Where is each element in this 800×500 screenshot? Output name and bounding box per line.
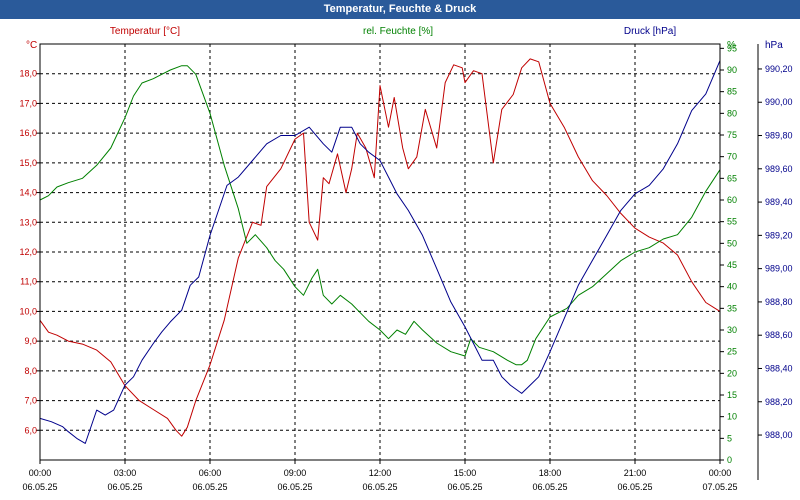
humidity-tick-label: 75 (727, 130, 737, 140)
humidity-tick-label: 5 (727, 433, 732, 443)
x-tick-time-label: 21:00 (624, 468, 647, 478)
x-tick-date-label: 06.05.25 (22, 482, 57, 492)
temp-tick-label: 13,0 (19, 217, 37, 227)
x-tick-time-label: 18:00 (539, 468, 562, 478)
x-tick-time-label: 00:00 (29, 468, 52, 478)
pressure-tick-label: 988,40 (765, 363, 793, 373)
x-tick-time-label: 15:00 (454, 468, 477, 478)
x-tick-date-label: 07.05.25 (702, 482, 737, 492)
grid (40, 44, 720, 460)
temp-tick-label: 11,0 (20, 277, 37, 287)
pressure-tick-label: 988,80 (765, 297, 793, 307)
temp-tick-label: 7,0 (24, 396, 37, 406)
pressure-unit-label: hPa (765, 40, 783, 51)
temp-tick-label: 12,0 (19, 247, 37, 257)
temperature-line (39, 58, 721, 437)
temp-unit-label: °C (26, 40, 37, 51)
pressure-tick-label: 989,20 (765, 230, 793, 240)
humidity-tick-label: 70 (727, 152, 737, 162)
temp-axis-label: Temperatur [°C] (110, 26, 180, 37)
temp-tick-label: 16,0 (19, 128, 37, 138)
pressure-line (39, 60, 721, 444)
humidity-tick-label: 90 (727, 65, 737, 75)
humidity-tick-label: 10 (727, 412, 737, 422)
humidity-tick-label: 35 (727, 303, 737, 313)
x-tick-time-label: 00:00 (709, 468, 732, 478)
pressure-tick-label: 988,00 (765, 430, 793, 440)
pressure-tick-label: 989,00 (765, 264, 793, 274)
temp-tick-label: 9,0 (24, 336, 37, 346)
axes: 00:00 06.05.25 03:00 06.05.25 06:00 06.05.25 0… (19, 43, 792, 492)
pressure-axis-label: Druck [hPa] (624, 26, 676, 37)
x-tick-date-label: 06.05.25 (532, 482, 567, 492)
humidity-tick-label: 50 (727, 238, 737, 248)
x-tick-date-label: 06.05.25 (617, 482, 652, 492)
x-tick-time-label: 03:00 (114, 468, 137, 478)
x-tick-date-label: 06.05.25 (447, 482, 482, 492)
x-tick-date-label: 06.05.25 (362, 482, 397, 492)
temp-tick-label: 17,0 (19, 98, 37, 108)
x-tick-date-label: 06.05.25 (277, 482, 312, 492)
humidity-tick-label: 30 (727, 325, 737, 335)
humidity-tick-label: 95 (727, 43, 737, 53)
humidity-tick-label: 0 (727, 455, 732, 465)
humidity-tick-label: 15 (727, 390, 737, 400)
pressure-tick-label: 990,00 (765, 97, 793, 107)
humidity-tick-label: 60 (727, 195, 737, 205)
temp-tick-label: 8,0 (24, 366, 37, 376)
pressure-tick-label: 989,60 (765, 164, 793, 174)
series-lines (39, 58, 721, 444)
humidity-tick-label: 55 (727, 217, 737, 227)
humidity-tick-label: 45 (727, 260, 737, 270)
temp-tick-label: 15,0 (19, 158, 37, 168)
temp-tick-label: 10,0 (19, 306, 37, 316)
pressure-tick-label: 990,20 (765, 64, 793, 74)
x-tick-time-label: 12:00 (369, 468, 392, 478)
temp-tick-label: 14,0 (19, 188, 37, 198)
x-tick-date-label: 06.05.25 (192, 482, 227, 492)
pressure-tick-label: 988,60 (765, 330, 793, 340)
x-tick-date-label: 06.05.25 (107, 482, 142, 492)
pressure-tick-label: 988,20 (765, 397, 793, 407)
temp-tick-label: 6,0 (24, 425, 37, 435)
humidity-tick-label: 80 (727, 108, 737, 118)
humidity-tick-label: 25 (727, 347, 737, 357)
humidity-tick-label: 20 (727, 368, 737, 378)
line-chart: 00:00 06.05.25 03:00 06.05.25 06:00 06.05.25 0… (19, 26, 792, 492)
chart-title: Temperatur, Feuchte & Druck (0, 0, 800, 19)
pressure-tick-label: 989,40 (765, 197, 793, 207)
humidity-unit-label: % (727, 40, 736, 51)
x-tick-time-label: 09:00 (284, 468, 307, 478)
x-tick-time-label: 06:00 (199, 468, 222, 478)
pressure-tick-label: 989,80 (765, 131, 793, 141)
humidity-tick-label: 65 (727, 173, 737, 183)
humidity-axis-label: rel. Feuchte [%] (363, 26, 433, 37)
humidity-tick-label: 85 (727, 87, 737, 97)
humidity-tick-label: 40 (727, 282, 737, 292)
temp-tick-label: 18,0 (19, 69, 37, 79)
